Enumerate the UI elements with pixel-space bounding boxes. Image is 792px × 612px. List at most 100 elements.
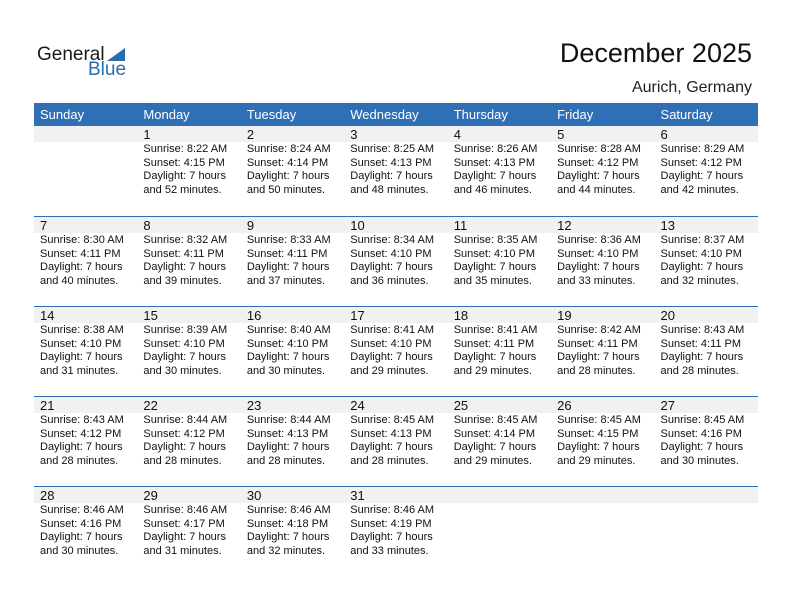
day-cell: 10 Sunrise: 8:34 AM Sunset: 4:10 PM Dayligh… (344, 217, 447, 288)
sunrise-text: Sunrise: 8:28 AM (557, 143, 641, 155)
day-number: 25 (453, 398, 469, 413)
daylight-text: Daylight: 7 hours (246, 170, 330, 182)
day-number: 15 (143, 308, 158, 323)
day-number: 28 (40, 488, 55, 503)
day-cell: 19 Sunrise: 8:42 AM Sunset: 4:11 PM Dayligh… (551, 307, 654, 378)
calendar: Sunday Monday Tuesday Wednesday Thursday Frid… (34, 103, 758, 576)
empty-cell (655, 487, 758, 558)
daylight-minutes-text: and 33 minutes. (557, 274, 636, 287)
daylight-minutes-text: and 29 minutes. (453, 364, 532, 377)
day-number: 30 (246, 488, 262, 503)
sunset-text: Sunset: 4:10 PM (40, 337, 122, 350)
daylight-text: Daylight: 7 hours (246, 261, 330, 273)
day-cell: 16 Sunrise: 8:40 AM Sunset: 4:10 PM Dayligh… (241, 307, 344, 378)
day-cell: 28 Sunrise: 8:46 AM Sunset: 4:16 PM Dayligh… (34, 487, 137, 558)
day-cell: 29 Sunrise: 8:46 AM Sunset: 4:17 PM Dayligh… (137, 487, 240, 558)
sunrise-text: Sunrise: 8:22 AM (143, 143, 228, 155)
day-number: 20 (660, 308, 675, 323)
sunrise-text: Sunrise: 8:32 AM (143, 234, 228, 246)
daylight-minutes-text: and 39 minutes. (143, 274, 222, 287)
daylight-minutes-text: and 28 minutes. (660, 364, 739, 377)
sunrise-text: Sunrise: 8:39 AM (143, 324, 228, 336)
day-cell: 14 Sunrise: 8:38 AM Sunset: 4:10 PM Dayligh… (34, 307, 137, 378)
sunset-text: Sunset: 4:12 PM (557, 156, 639, 169)
day-cell: 3 Sunrise: 8:25 AM Sunset: 4:13 PM Daylight… (344, 126, 447, 197)
day-number: 5 (557, 127, 565, 142)
sunset-text: Sunset: 4:13 PM (350, 156, 432, 169)
daylight-minutes-text: and 28 minutes. (246, 454, 326, 467)
sunset-text: Sunset: 4:10 PM (350, 247, 432, 260)
daylight-minutes-text: and 44 minutes. (557, 183, 636, 196)
date-bar (34, 307, 758, 323)
sunset-text: Sunset: 4:16 PM (40, 517, 122, 530)
sunset-text: Sunset: 4:19 PM (350, 517, 432, 530)
day-number: 26 (557, 398, 572, 413)
weekday-header: Sunday Monday Tuesday Wednesday Thursday Frid… (34, 103, 758, 126)
logo-triangle-icon (107, 48, 125, 61)
sunset-text: Sunset: 4:14 PM (246, 156, 329, 169)
empty-cell (34, 126, 137, 197)
daylight-minutes-text: and 30 minutes. (246, 364, 326, 377)
day-number: 9 (246, 218, 255, 233)
empty-cell (448, 487, 551, 558)
week-row: 1 Sunrise: 8:22 AM Sunset: 4:15 PM Daylight… (34, 126, 758, 216)
daylight-minutes-text: and 48 minutes. (350, 183, 429, 196)
logo-general: General (37, 44, 105, 65)
sunrise-text: Sunrise: 8:46 AM (143, 504, 228, 516)
day-number: 29 (143, 488, 158, 503)
sunrise-text: Sunrise: 8:40 AM (246, 324, 331, 336)
sunrise-text: Sunrise: 8:25 AM (350, 143, 435, 155)
day-number: 31 (350, 488, 365, 503)
weekday-friday: Friday (557, 107, 594, 122)
daylight-text: Daylight: 7 hours (350, 441, 433, 453)
day-cell: 18 Sunrise: 8:41 AM Sunset: 4:11 PM Dayligh… (448, 307, 551, 378)
daylight-text: Daylight: 7 hours (40, 441, 123, 453)
sunset-text: Sunset: 4:12 PM (143, 427, 225, 440)
daylight-text: Daylight: 7 hours (557, 261, 640, 273)
sunrise-text: Sunrise: 8:46 AM (350, 504, 435, 516)
daylight-text: Daylight: 7 hours (660, 261, 744, 273)
day-number: 21 (40, 398, 55, 413)
sunrise-text: Sunrise: 8:44 AM (246, 414, 331, 426)
daylight-minutes-text: and 35 minutes. (453, 274, 532, 287)
sunset-text: Sunset: 4:13 PM (350, 427, 432, 440)
day-cell: 12 Sunrise: 8:36 AM Sunset: 4:10 PM Dayligh… (551, 217, 654, 288)
day-cell: 5 Sunrise: 8:28 AM Sunset: 4:12 PM Daylight… (551, 126, 654, 197)
day-number: 3 (350, 127, 358, 142)
day-cell: 4 Sunrise: 8:26 AM Sunset: 4:13 PM Daylight… (448, 126, 551, 197)
day-cell: 2 Sunrise: 8:24 AM Sunset: 4:14 PM Daylight… (241, 126, 344, 197)
daylight-text: Daylight: 7 hours (453, 441, 537, 453)
sunrise-text: Sunrise: 8:45 AM (557, 414, 641, 426)
daylight-minutes-text: and 28 minutes. (143, 454, 222, 467)
daylight-minutes-text: and 31 minutes. (40, 364, 119, 377)
day-number: 7 (40, 218, 48, 233)
day-cell: 15 Sunrise: 8:39 AM Sunset: 4:10 PM Dayligh… (137, 307, 240, 378)
daylight-text: Daylight: 7 hours (453, 170, 537, 182)
day-number: 19 (557, 308, 572, 323)
day-number: 17 (350, 308, 365, 323)
sunset-text: Sunset: 4:11 PM (143, 247, 224, 260)
daylight-text: Daylight: 7 hours (660, 351, 744, 363)
daylight-minutes-text: and 28 minutes. (557, 364, 636, 377)
sunrise-text: Sunrise: 8:45 AM (660, 414, 745, 426)
day-cell: 9 Sunrise: 8:33 AM Sunset: 4:11 PM Daylight… (241, 217, 344, 288)
daylight-text: Daylight: 7 hours (40, 261, 123, 273)
weekday-saturday: Saturday (660, 107, 713, 122)
day-cell: 24 Sunrise: 8:45 AM Sunset: 4:13 PM Dayligh… (344, 397, 447, 468)
sunset-text: Sunset: 4:10 PM (453, 247, 536, 260)
sunrise-text: Sunrise: 8:26 AM (453, 143, 538, 155)
daylight-minutes-text: and 28 minutes. (40, 454, 119, 467)
sunset-text: Sunset: 4:10 PM (557, 247, 639, 260)
date-bar (34, 397, 758, 413)
sunset-text: Sunset: 4:11 PM (246, 247, 328, 260)
daylight-minutes-text: and 30 minutes. (40, 544, 119, 557)
day-cell: 26 Sunrise: 8:45 AM Sunset: 4:15 PM Dayligh… (551, 397, 654, 468)
location: Aurich, Germany (631, 79, 752, 96)
sunset-text: Sunset: 4:11 PM (557, 337, 638, 350)
page-title: December 2025 (559, 38, 752, 68)
sunset-text: Sunset: 4:13 PM (246, 427, 329, 440)
date-bar (34, 217, 758, 233)
daylight-minutes-text: and 28 minutes. (350, 454, 429, 467)
sunset-text: Sunset: 4:10 PM (660, 247, 742, 260)
day-number: 8 (143, 218, 151, 233)
